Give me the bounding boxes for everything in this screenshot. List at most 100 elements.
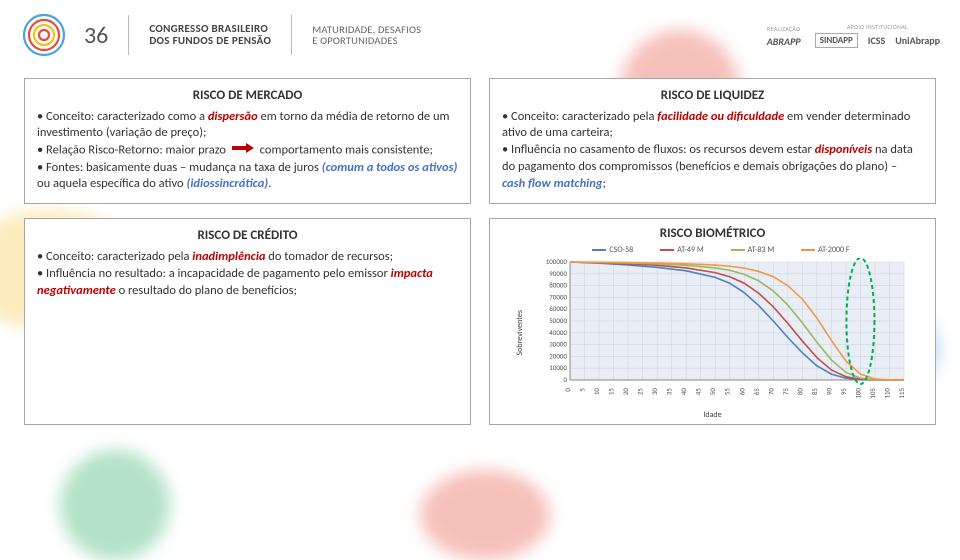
text: • Fontes: basicamente duas – mudança na … [37,160,322,175]
svg-text:65: 65 [752,387,761,395]
text: o resultado do plano de benefícios; [116,283,297,298]
chart-legend: CSO-58 AT-49 M AT-83 M AT-2000 F [575,245,849,256]
bg-blob [420,470,550,560]
card-mercado: RISCO DE MERCADO • Conceito: caracteriza… [24,78,471,204]
text: • Influência no casamento de fluxos: os … [502,142,815,157]
x-axis-label: Idade [703,410,721,421]
event-title: CONGRESSO BRASILEIRO DOS FUNDOS DE PENSÃ… [149,23,271,46]
svg-text:35: 35 [665,387,674,395]
survival-chart: 0 10000 20000 30000 40000 50000 60000 70000 8000… [530,258,910,408]
highlight: (comum a todos os ativos) [322,160,458,175]
text: . [268,176,271,191]
svg-text:60000: 60000 [549,304,567,313]
separator [128,15,129,55]
bg-blob [60,450,170,560]
text: do tomador de recursos; [265,249,393,264]
bullet: • Conceito: caracterizado pela facilidad… [502,109,923,143]
bullet: • Influência no resultado: a incapacidad… [37,266,458,300]
event-number: 36 [84,21,108,50]
bullet: • Conceito: caracterizado como a dispers… [37,109,458,143]
card-biometrico: RISCO BIOMÉTRICO CSO-58 AT-49 M AT-83 M AT-… [489,218,936,425]
svg-text:15: 15 [606,387,615,395]
text: ; [602,176,605,191]
svg-text:80: 80 [795,387,804,395]
arrow-right-icon [232,142,254,159]
tagline-line2: E OPORTUNIDADES [312,35,421,46]
header: 36 CONGRESSO BRASILEIRO DOS FUNDOS DE PE… [0,0,960,70]
svg-text:75: 75 [781,387,790,395]
svg-text:10000: 10000 [549,363,567,372]
svg-text:70000: 70000 [549,292,567,301]
svg-text:20: 20 [621,387,630,395]
apoio-label: APOIO INSTITUCIONAL [847,23,908,31]
card-title: RISCO DE CRÉDITO [37,227,458,245]
svg-text:90000: 90000 [549,268,567,277]
highlight: (idiossincrática) [186,176,268,191]
legend-item: AT-83 M [714,245,774,256]
svg-text:0: 0 [563,387,572,391]
text: • Influência no resultado: a incapacidad… [37,266,391,281]
svg-text:105: 105 [868,387,877,398]
svg-text:25: 25 [635,387,644,395]
svg-text:55: 55 [723,387,732,395]
text: • Conceito: caracterizado pela [37,249,192,264]
svg-text:100000: 100000 [546,258,568,266]
svg-text:110: 110 [882,387,891,398]
event-logo-icon [20,11,68,59]
card-title: RISCO DE LIQUIDEZ [502,87,923,105]
sponsor-name: ICSS [868,34,885,47]
card-title: RISCO BIOMÉTRICO [660,225,766,243]
svg-text:10: 10 [592,387,601,395]
bullet: • Conceito: caracterizado pela inadimplê… [37,249,458,266]
card-title: RISCO DE MERCADO [37,87,458,105]
text: comportamento mais consistente; [257,143,433,158]
svg-text:90: 90 [824,387,833,395]
legend-item: CSO-58 [575,245,633,256]
svg-text:100: 100 [853,387,862,398]
sponsor-name: SINDAPP [815,33,858,48]
sponsors: REALIZAÇÃO ABRAPP APOIO INSTITUCIONAL SI… [767,23,940,48]
svg-text:50: 50 [708,387,717,395]
svg-text:115: 115 [897,387,906,398]
svg-text:40000: 40000 [549,327,567,336]
content-grid: RISCO DE MERCADO • Conceito: caracteriza… [0,70,960,425]
svg-text:70: 70 [766,387,775,395]
bullet: • Fontes: basicamente duas – mudança na … [37,160,458,194]
highlight: disponíveis [815,142,872,157]
card-credito: RISCO DE CRÉDITO • Conceito: caracteriza… [24,218,471,425]
svg-text:60: 60 [737,387,746,395]
highlight: cash flow matching [502,176,602,191]
sponsor-apoio: APOIO INSTITUCIONAL SINDAPP ICSS UniAbra… [815,23,940,48]
chart-area: Sobreviventes 0 10000 20000 30000 40000 50000… [515,258,910,408]
bullet: • Relação Risco-Retorno: maior prazo com… [37,142,458,159]
separator [291,15,292,55]
highlight: inadimplência [192,249,265,264]
highlight: dispersão [208,109,258,124]
svg-text:95: 95 [839,387,848,395]
sponsor-name: UniAbrapp [895,34,940,47]
svg-text:20000: 20000 [549,351,567,360]
svg-text:50000: 50000 [549,316,567,325]
highlight: facilidade ou dificuldade [657,109,784,124]
text: • Conceito: caracterizado como a [37,109,208,124]
sponsor-name: ABRAPP [767,35,801,48]
svg-text:30000: 30000 [549,339,567,348]
bullet: • Influência no casamento de fluxos: os … [502,142,923,193]
text: • Conceito: caracterizado pela [502,109,657,124]
svg-text:30: 30 [650,387,659,395]
svg-text:5: 5 [577,387,586,391]
svg-text:80000: 80000 [549,280,567,289]
text: ou aquela específica do ativo [37,176,186,191]
svg-text:40: 40 [679,387,688,395]
svg-text:85: 85 [810,387,819,395]
y-axis-label: Sobreviventes [515,310,526,356]
legend-item: AT-2000 F [784,245,849,256]
legend-item: AT-49 M [643,245,703,256]
title-line2: DOS FUNDOS DE PENSÃO [149,35,271,47]
card-liquidez: RISCO DE LIQUIDEZ • Conceito: caracteriz… [489,78,936,204]
svg-text:0: 0 [563,375,567,384]
realizacao-label: REALIZAÇÃO [767,25,800,33]
svg-text:45: 45 [694,387,703,395]
event-tagline: MATURIDADE, DESAFIOS E OPORTUNIDADES [312,24,421,46]
text: • Relação Risco-Retorno: maior prazo [37,143,229,158]
